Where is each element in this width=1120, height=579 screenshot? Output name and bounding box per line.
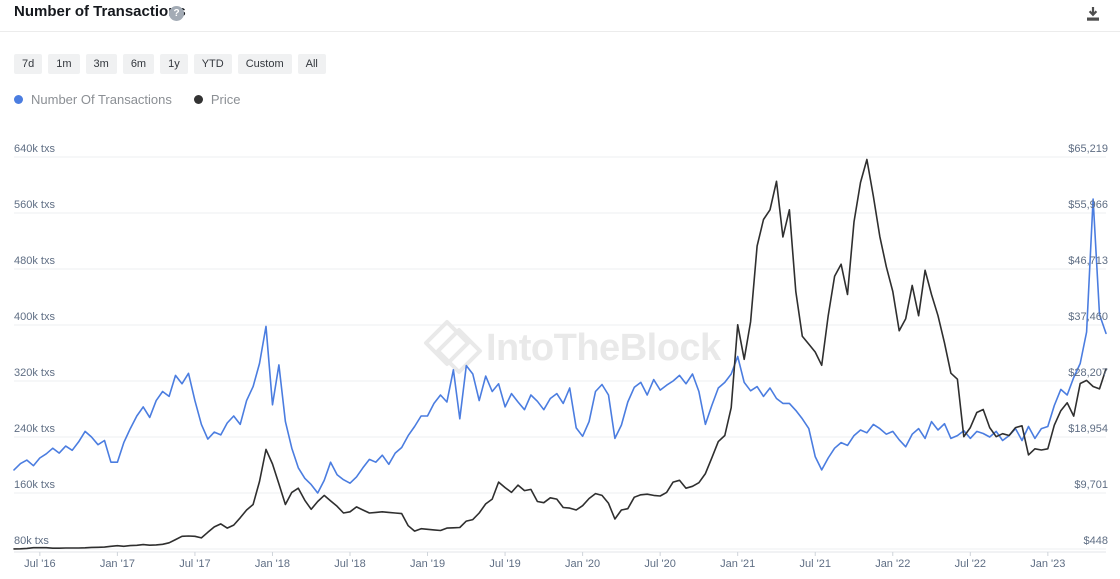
range-button-1y[interactable]: 1y	[160, 54, 188, 74]
x-tick-label: Jul '21	[800, 558, 831, 570]
watermark-logo-icon	[424, 320, 470, 366]
price-line	[13, 158, 1107, 550]
x-tick-label: Jul '19	[489, 558, 520, 570]
left-axis-label: 320k txs	[14, 367, 55, 379]
header-divider	[0, 31, 1120, 32]
left-axis-label: 400k txs	[14, 311, 55, 323]
right-axis-label: $448	[1084, 535, 1108, 547]
right-axis-label: $9,701	[1074, 479, 1108, 491]
download-icon-glyph	[1087, 7, 1099, 21]
left-axis-label: 640k txs	[14, 143, 55, 155]
left-axis-label: 80k txs	[14, 535, 49, 547]
left-axis-label: 160k txs	[14, 479, 55, 491]
x-tick-label: Jan '17	[100, 558, 135, 570]
x-tick-label: Jan '18	[255, 558, 290, 570]
right-axis-label: $65,219	[1068, 143, 1108, 155]
chart-legend: Number Of Transactions Price	[14, 92, 241, 107]
right-axis-label: $28,207	[1068, 367, 1108, 379]
range-button-ytd[interactable]: YTD	[193, 54, 232, 74]
watermark-logo-icon	[436, 328, 482, 374]
right-axis-label: $55,966	[1068, 199, 1108, 211]
right-axis-label: $18,954	[1068, 423, 1108, 435]
x-tick-label: Jan '20	[565, 558, 600, 570]
watermark: IntoTheBlock	[424, 320, 723, 374]
x-tick-label: Jul '18	[334, 558, 365, 570]
x-tick-label: Jul '16	[24, 558, 55, 570]
left-axis-label: 560k txs	[14, 199, 55, 211]
right-axis-label: $37,460	[1068, 311, 1108, 323]
legend-item-price[interactable]: Price	[193, 92, 241, 107]
range-button-custom[interactable]: Custom	[237, 54, 292, 74]
help-icon[interactable]: ?	[169, 6, 184, 21]
x-tick-label: Jul '20	[644, 558, 675, 570]
download-icon[interactable]	[1084, 5, 1102, 23]
range-toolbar: 7d 1m 3m 6m 1y YTD Custom All	[14, 54, 326, 74]
x-tick-label: Jan '22	[875, 558, 910, 570]
legend-item-transactions[interactable]: Number Of Transactions	[14, 92, 172, 107]
left-axis-label: 240k txs	[14, 423, 55, 435]
x-tick-label: Jul '22	[955, 558, 986, 570]
x-tick-label: Jul '17	[179, 558, 210, 570]
range-button-7d[interactable]: 7d	[14, 54, 43, 74]
price-series-dot-icon	[193, 95, 203, 104]
legend-label-transactions: Number Of Transactions	[31, 92, 172, 107]
left-axis-label: 480k txs	[14, 255, 55, 267]
range-button-all[interactable]: All	[297, 54, 326, 74]
legend-label-price: Price	[210, 92, 241, 107]
x-tick-label: Jan '23	[1030, 558, 1065, 570]
transactions-line	[13, 198, 1107, 494]
watermark-text: IntoTheBlock	[486, 327, 722, 369]
x-tick-label: Jan '21	[720, 558, 755, 570]
page-title: Number of Transactions	[14, 3, 186, 20]
range-button-1m[interactable]: 1m	[48, 54, 80, 74]
right-axis-label: $46,713	[1068, 255, 1108, 267]
range-button-3m[interactable]: 3m	[85, 54, 117, 74]
x-tick-label: Jan '19	[410, 558, 445, 570]
range-button-6m[interactable]: 6m	[122, 54, 155, 74]
transactions-series-dot-icon	[14, 95, 23, 104]
